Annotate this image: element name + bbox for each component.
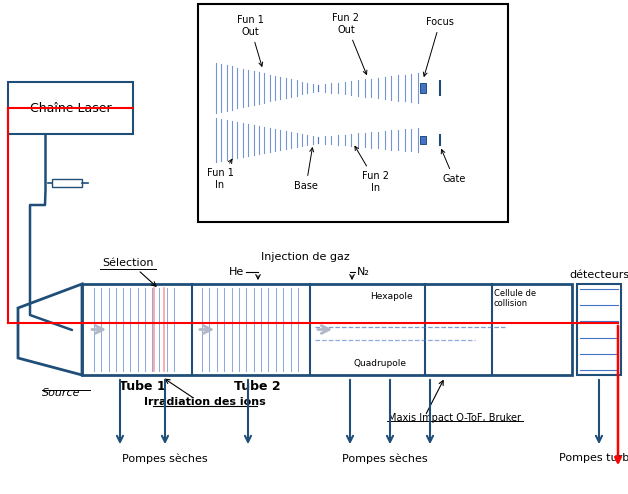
- Text: Chaîne Laser: Chaîne Laser: [30, 101, 111, 115]
- Text: Injection de gaz: Injection de gaz: [261, 252, 349, 262]
- Text: Source: Source: [42, 388, 80, 398]
- Text: Pompes sèches: Pompes sèches: [122, 453, 208, 463]
- Text: Hexapole: Hexapole: [370, 292, 413, 301]
- Text: Irradiation des ions: Irradiation des ions: [144, 397, 266, 407]
- Text: Maxis Impact Q-ToF, Bruker: Maxis Impact Q-ToF, Bruker: [389, 413, 521, 423]
- Bar: [198, 4, 508, 222]
- Bar: [82, 284, 572, 375]
- Text: Fun 1
Out: Fun 1 Out: [237, 15, 263, 66]
- Bar: [420, 83, 426, 93]
- Text: Cellule de
collision: Cellule de collision: [494, 289, 536, 308]
- Text: Tube 2: Tube 2: [234, 380, 280, 393]
- Text: Pompes turbo.: Pompes turbo.: [559, 453, 628, 463]
- Bar: [52, 179, 82, 187]
- Text: détecteurs: détecteurs: [569, 270, 628, 280]
- Text: Sélection: Sélection: [102, 258, 154, 268]
- Text: Focus: Focus: [423, 17, 454, 76]
- Bar: [420, 136, 426, 144]
- Text: He: He: [229, 267, 244, 277]
- Text: Base: Base: [294, 148, 318, 191]
- Text: N₂: N₂: [357, 267, 370, 277]
- Text: Fun 2
Out: Fun 2 Out: [332, 13, 367, 75]
- Text: Fun 2
In: Fun 2 In: [355, 146, 389, 193]
- Text: Pompes sèches: Pompes sèches: [342, 453, 428, 463]
- Text: Fun 1
In: Fun 1 In: [207, 159, 234, 190]
- Bar: [8, 82, 133, 134]
- Text: Quadrupole: Quadrupole: [354, 359, 406, 368]
- Text: Tube 1: Tube 1: [119, 380, 165, 393]
- Text: Gate: Gate: [441, 150, 466, 184]
- Bar: [577, 284, 621, 375]
